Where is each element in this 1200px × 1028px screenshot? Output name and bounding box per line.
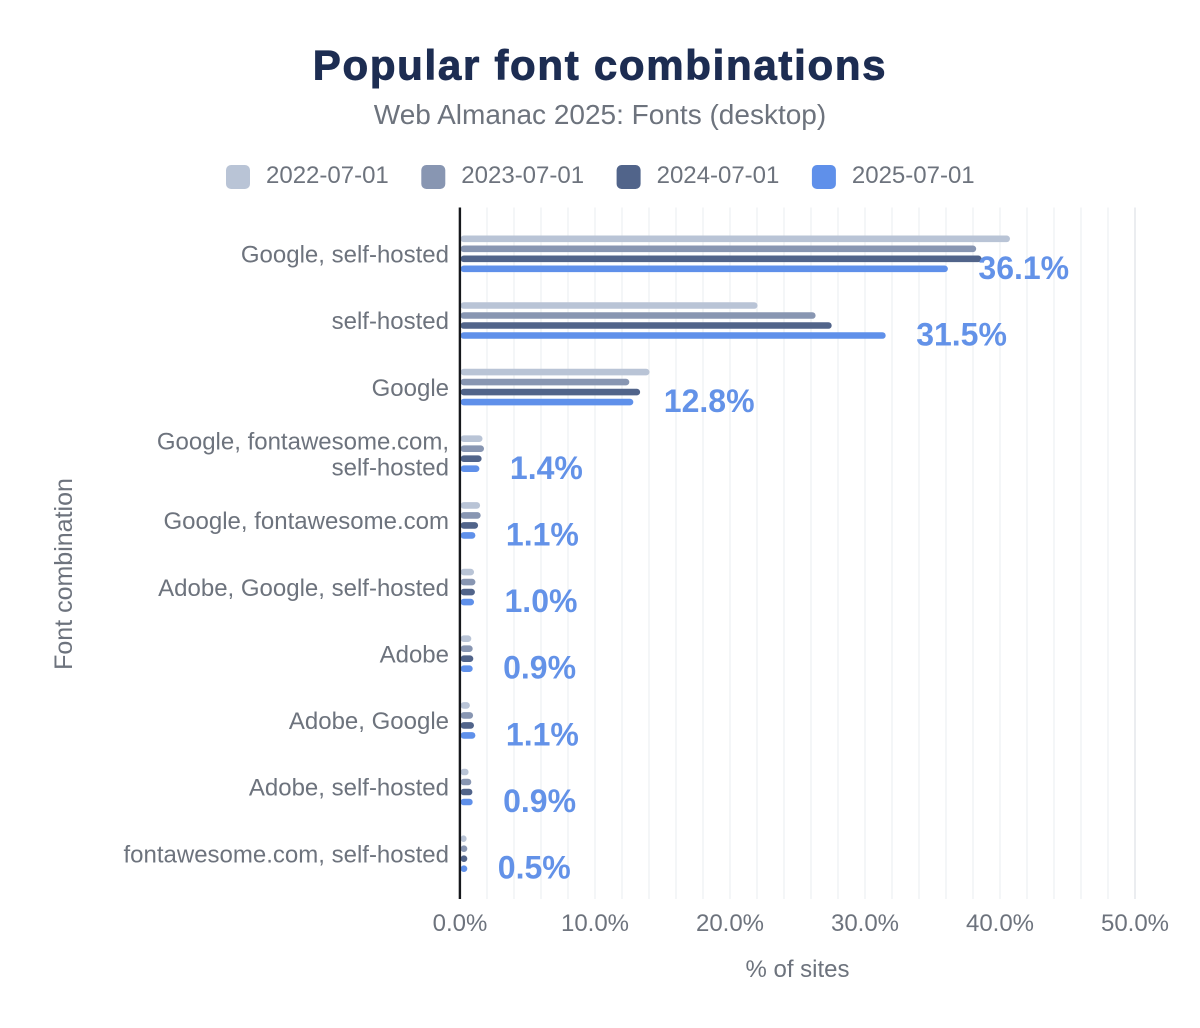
svg-text:0.9%: 0.9%	[503, 650, 576, 686]
svg-text:0.5%: 0.5%	[498, 850, 571, 886]
svg-text:% of sites: % of sites	[745, 956, 849, 983]
svg-text:31.5%: 31.5%	[916, 317, 1007, 353]
svg-text:Popular font combinations: Popular font combinations	[313, 42, 888, 89]
svg-text:2023-07-01: 2023-07-01	[461, 162, 584, 189]
svg-text:2024-07-01: 2024-07-01	[657, 162, 780, 189]
svg-text:Google, fontawesome.com,: Google, fontawesome.com,	[157, 428, 449, 455]
svg-text:12.8%: 12.8%	[664, 383, 755, 419]
svg-text:30.0%: 30.0%	[831, 910, 899, 937]
svg-text:2025-07-01: 2025-07-01	[852, 162, 975, 189]
svg-text:self-hosted: self-hosted	[332, 454, 449, 481]
svg-text:2022-07-01: 2022-07-01	[266, 162, 389, 189]
svg-text:20.0%: 20.0%	[696, 910, 764, 937]
svg-text:1.4%: 1.4%	[510, 450, 583, 486]
svg-text:40.0%: 40.0%	[966, 910, 1034, 937]
svg-text:10.0%: 10.0%	[561, 910, 629, 937]
svg-text:Adobe, Google, self-hosted: Adobe, Google, self-hosted	[158, 575, 449, 602]
svg-text:36.1%: 36.1%	[978, 250, 1069, 286]
svg-text:50.0%: 50.0%	[1101, 910, 1169, 937]
svg-text:fontawesome.com, self-hosted: fontawesome.com, self-hosted	[124, 841, 450, 868]
svg-text:Adobe, self-hosted: Adobe, self-hosted	[249, 775, 449, 802]
svg-text:1.0%: 1.0%	[505, 583, 578, 619]
svg-text:Google, self-hosted: Google, self-hosted	[241, 242, 449, 269]
svg-text:0.0%: 0.0%	[433, 910, 488, 937]
svg-text:Google, fontawesome.com: Google, fontawesome.com	[164, 508, 449, 535]
svg-text:Google: Google	[372, 375, 449, 402]
svg-text:Web Almanac 2025: Fonts (deskt: Web Almanac 2025: Fonts (desktop)	[374, 99, 826, 130]
svg-text:0.9%: 0.9%	[503, 783, 576, 819]
svg-text:self-hosted: self-hosted	[332, 308, 449, 335]
svg-text:1.1%: 1.1%	[506, 516, 579, 552]
svg-text:Adobe, Google: Adobe, Google	[289, 708, 449, 735]
svg-text:1.1%: 1.1%	[506, 716, 579, 752]
svg-text:Adobe: Adobe	[380, 641, 449, 668]
svg-text:Font combination: Font combination	[50, 478, 78, 670]
